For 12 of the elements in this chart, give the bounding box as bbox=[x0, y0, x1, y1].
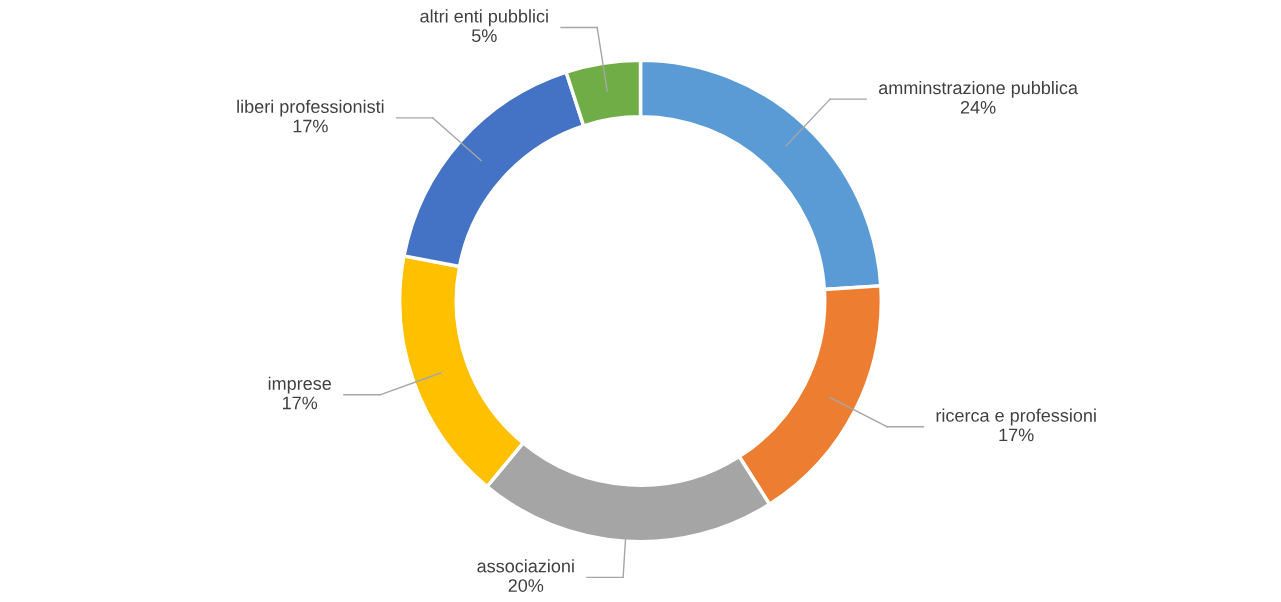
data-label: 5% bbox=[471, 29, 497, 43]
slice-label: amminstrazione pubblica bbox=[878, 80, 1078, 98]
slice-label: imprese bbox=[268, 376, 331, 394]
slice-label: ricerca e professioni bbox=[936, 408, 1096, 426]
legend-label: associazioni bbox=[477, 559, 574, 573]
data-label: 17% bbox=[999, 428, 1034, 442]
slice-label: altri enti pubblici bbox=[420, 9, 548, 27]
slice-label: liberi professionisti bbox=[237, 99, 384, 117]
data-label: 17% bbox=[282, 396, 318, 410]
data-label: 17% bbox=[293, 119, 328, 133]
data-label: 24% bbox=[960, 100, 996, 114]
data-label: 20% bbox=[508, 579, 544, 592]
